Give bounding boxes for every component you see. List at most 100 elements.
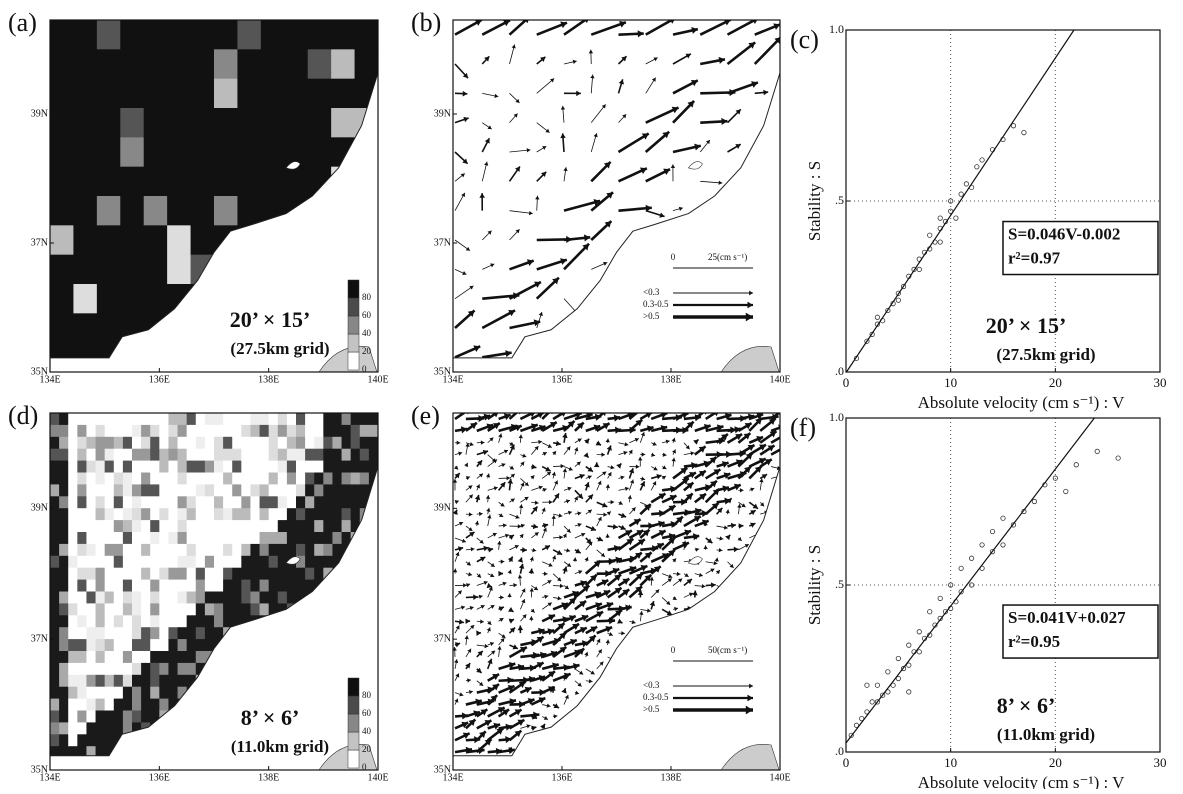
grid-cell bbox=[59, 699, 69, 711]
grid-cell bbox=[159, 615, 169, 627]
arrow-head bbox=[507, 479, 513, 484]
grid-cell bbox=[178, 449, 188, 461]
grid-cell bbox=[205, 425, 215, 437]
grid-cell bbox=[223, 449, 233, 461]
arrow-head bbox=[486, 495, 490, 499]
grid-cell bbox=[150, 627, 160, 639]
grid-cell bbox=[332, 711, 342, 723]
grid-cell bbox=[214, 734, 224, 746]
grid-cell bbox=[287, 461, 297, 473]
grid-cell bbox=[77, 758, 87, 770]
grid-cell bbox=[323, 544, 333, 556]
grid-cell bbox=[237, 108, 261, 138]
arrow-head bbox=[530, 475, 534, 479]
grid-cell bbox=[332, 580, 342, 592]
arrow-head bbox=[480, 619, 484, 623]
grid-cell bbox=[369, 663, 379, 675]
grid-cell bbox=[369, 592, 379, 604]
grid-cell bbox=[59, 675, 69, 687]
grid-cell bbox=[308, 284, 332, 314]
arrow-head bbox=[663, 453, 667, 457]
grid-cell bbox=[73, 255, 97, 285]
grid-cell bbox=[323, 556, 333, 568]
grid-cell bbox=[296, 473, 306, 485]
arrow-head bbox=[589, 50, 593, 54]
grid-cell bbox=[68, 627, 78, 639]
arrow-head bbox=[628, 495, 632, 499]
grid-cell bbox=[123, 437, 133, 449]
grid-cell bbox=[105, 651, 115, 663]
grid-cell bbox=[342, 496, 352, 508]
grid-cell bbox=[296, 496, 306, 508]
grid-cell bbox=[305, 711, 315, 723]
grid-cell bbox=[59, 580, 69, 592]
grid-cell bbox=[332, 663, 342, 675]
grid-cell bbox=[50, 663, 60, 675]
grid-cell bbox=[50, 461, 60, 473]
grid-cell bbox=[296, 461, 306, 473]
grid-cell bbox=[369, 568, 379, 580]
grid-cell bbox=[278, 651, 288, 663]
grid-cell bbox=[314, 556, 324, 568]
arrow-head bbox=[641, 477, 645, 481]
grid-cell bbox=[141, 734, 151, 746]
grid-cell bbox=[114, 651, 124, 663]
scatter-point bbox=[990, 529, 994, 533]
arrow-head bbox=[704, 545, 708, 549]
class-label: <0.3 bbox=[643, 287, 660, 297]
grid-cell bbox=[150, 675, 160, 687]
grid-cell bbox=[68, 734, 78, 746]
grid-cell bbox=[114, 627, 124, 639]
grid-cell bbox=[77, 484, 87, 496]
arrow-head bbox=[500, 595, 504, 599]
grid-cell bbox=[342, 413, 352, 425]
grid-cell bbox=[205, 746, 215, 758]
grid-cell bbox=[232, 651, 242, 663]
grid-cell bbox=[77, 711, 87, 723]
arrow-head bbox=[527, 148, 531, 152]
map-content bbox=[50, 413, 379, 771]
grid-cell bbox=[141, 639, 151, 651]
grid-cell bbox=[360, 603, 370, 615]
grid-cell bbox=[68, 699, 78, 711]
grid-cell bbox=[50, 639, 60, 651]
arrow-head bbox=[636, 465, 640, 469]
grid-cell bbox=[150, 473, 160, 485]
arrow-head bbox=[702, 584, 706, 588]
grid-cell bbox=[187, 532, 197, 544]
grid-cell bbox=[59, 687, 69, 699]
vector-arrow bbox=[455, 408, 471, 419]
grid-cell bbox=[232, 413, 242, 425]
grid-cell bbox=[278, 568, 288, 580]
arrow-head bbox=[678, 579, 682, 583]
grid-cell bbox=[223, 484, 233, 496]
scatter-point bbox=[1001, 543, 1005, 547]
grid-cell bbox=[144, 343, 168, 373]
grid-cell bbox=[77, 603, 87, 615]
grid-cell bbox=[305, 461, 315, 473]
grid-cell bbox=[50, 544, 60, 556]
grid-cell bbox=[342, 520, 352, 532]
grid-cell bbox=[144, 137, 168, 167]
grid-cell bbox=[77, 687, 87, 699]
grid-cell bbox=[342, 663, 352, 675]
grid-cell bbox=[132, 544, 142, 556]
grid-cell bbox=[114, 425, 124, 437]
arrow-head bbox=[519, 534, 523, 538]
grid-cell bbox=[132, 508, 142, 520]
grid-cell bbox=[68, 473, 78, 485]
grid-cell bbox=[355, 167, 379, 197]
grid-cell bbox=[123, 592, 133, 604]
grid-cell bbox=[159, 734, 169, 746]
grid-cell bbox=[223, 627, 233, 639]
grid-cell bbox=[305, 496, 315, 508]
grid-cell bbox=[73, 49, 97, 79]
arrow-head bbox=[589, 679, 593, 683]
grid-cell bbox=[167, 313, 191, 343]
grid-cell bbox=[50, 675, 60, 687]
arrow-head bbox=[509, 619, 514, 624]
arrow-head bbox=[573, 557, 577, 561]
grid-cell bbox=[105, 496, 115, 508]
grid-cell bbox=[77, 675, 87, 687]
grid-cell bbox=[232, 568, 242, 580]
